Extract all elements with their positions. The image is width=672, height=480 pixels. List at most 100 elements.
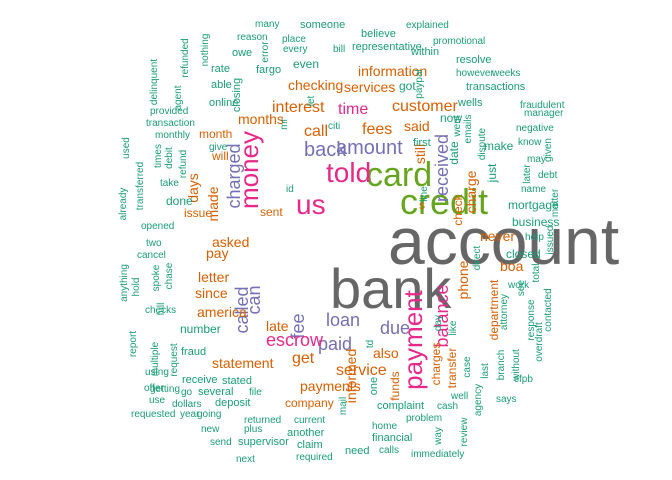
word-paypal: paypal — [414, 69, 425, 98]
word-said: said — [404, 118, 430, 134]
word-charges: charges — [429, 343, 443, 386]
word-without: without — [511, 349, 522, 382]
word-just: just — [485, 163, 499, 183]
word-rate: rate — [211, 63, 230, 75]
word-way: way — [433, 427, 444, 446]
word-dispute: dispute — [477, 127, 488, 160]
word-interest: interest — [272, 99, 325, 116]
word-transaction: transaction — [146, 118, 195, 129]
word-now: now — [440, 111, 462, 125]
word-multiple: multiple — [150, 341, 161, 376]
word-last: last — [480, 363, 491, 379]
word-month: month — [199, 127, 232, 141]
word-wells: wells — [457, 97, 483, 109]
word-online: online — [209, 97, 238, 109]
word-department: department — [487, 279, 501, 340]
word-asked: asked — [212, 234, 249, 250]
word-place: place — [282, 34, 306, 45]
word-call: call — [304, 123, 328, 140]
word-case: case — [462, 356, 473, 378]
word-card: card — [366, 156, 432, 194]
word-required: required — [296, 452, 333, 463]
word-response: response — [526, 299, 537, 341]
word-get: get — [292, 350, 315, 367]
word-let: let — [306, 95, 317, 106]
word-supervisor: supervisor — [238, 436, 289, 448]
word-like: like — [448, 320, 459, 335]
word-check: check — [451, 193, 465, 225]
word-go: go — [181, 387, 193, 398]
word-due: due — [380, 318, 410, 338]
word-closed: closed — [506, 247, 541, 261]
word-says: says — [496, 394, 517, 405]
word-boa: boa — [500, 258, 524, 274]
word-us: us — [296, 189, 326, 220]
word-chase: chase — [164, 262, 175, 289]
word-provided: provided — [150, 106, 188, 117]
word-resolve: resolve — [456, 54, 491, 66]
word-home: home — [372, 421, 397, 432]
word-nothing: nothing — [200, 34, 211, 67]
word-transactions: transactions — [466, 81, 526, 93]
word-refunded: refunded — [180, 38, 191, 77]
word-request: request — [169, 343, 180, 377]
word-fraudulent: fraudulent — [520, 100, 565, 111]
word-months: months — [238, 111, 284, 127]
word-spoke: spoke — [151, 264, 162, 291]
word-checking: checking — [288, 77, 343, 93]
word-will: will — [211, 149, 229, 163]
word-branch: branch — [496, 350, 507, 381]
word-balance: balance — [432, 284, 452, 347]
word-debt: debt — [538, 170, 558, 181]
word-given: given — [543, 138, 554, 162]
word-within: within — [410, 46, 439, 58]
word-new: new — [201, 424, 220, 435]
word-work: work — [507, 280, 530, 291]
word-take: take — [160, 178, 179, 189]
word-reason: reason — [237, 32, 268, 43]
word-hold: hold — [131, 278, 142, 297]
word-complaint: complaint — [377, 400, 424, 412]
word-manager: manager — [524, 108, 564, 119]
word-well: well — [450, 391, 468, 402]
word-weeks: weeks — [491, 68, 520, 79]
word-number: number — [180, 322, 221, 336]
word-another: another — [287, 427, 325, 439]
word-services: services — [344, 79, 395, 95]
word-payment: payment — [398, 289, 428, 389]
word-current: current — [294, 415, 325, 426]
word-bill: bill — [333, 44, 345, 55]
word-error: error — [260, 41, 271, 63]
word-fees: fees — [362, 121, 392, 138]
word-anything: anything — [119, 264, 130, 302]
word-went: went — [452, 115, 463, 137]
word-called: called — [232, 286, 252, 333]
word-date: date — [447, 141, 461, 165]
word-closing: closing — [231, 78, 243, 112]
word-refund: refund — [178, 150, 189, 178]
word-since: since — [195, 285, 228, 301]
word-believe: believe — [361, 28, 396, 40]
word-cash: cash — [437, 401, 458, 412]
word-already: already — [118, 188, 129, 221]
word-cfpb: cfpb — [514, 374, 533, 385]
word-got: got — [399, 79, 416, 93]
word-issue: issue — [184, 206, 212, 220]
word-receive: receive — [182, 374, 217, 386]
word-amount: amount — [336, 137, 403, 159]
word-getting: getting — [150, 384, 180, 395]
word-deposit: deposit — [215, 397, 250, 409]
word-td: td — [365, 340, 376, 348]
word-transfer: transfer — [445, 348, 459, 389]
word-charged: charged — [224, 143, 244, 208]
word-checks: checks — [145, 305, 176, 316]
word-contacted: contacted — [543, 288, 554, 331]
word-paid: paid — [318, 334, 352, 354]
word-received: received — [432, 134, 452, 202]
word-issued: issued — [545, 226, 556, 255]
word-plus: plus — [244, 424, 262, 435]
word-fargo: fargo — [256, 64, 281, 76]
word-mail: mail — [338, 397, 349, 415]
word-fraud: fraud — [181, 346, 206, 358]
word-several: several — [198, 386, 233, 398]
